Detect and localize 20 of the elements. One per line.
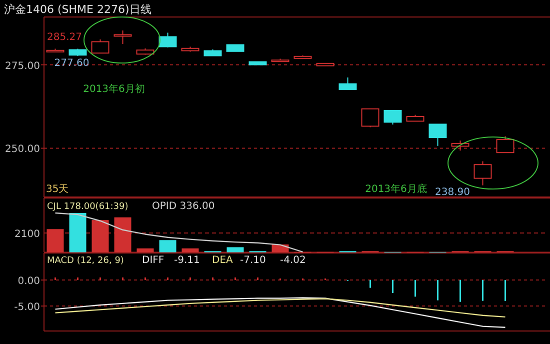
annotation: -4.02: [280, 255, 306, 266]
chart-title: MACD (12, 26, 9): [47, 256, 124, 266]
chart-title: 沪金1406 (SHME 2276)日线: [4, 3, 152, 16]
chart-subtitle: OPID 336.00: [152, 201, 215, 212]
annotation: 277.60: [54, 58, 90, 70]
text: DEA: [212, 255, 234, 266]
y-tick-label: 0.00: [18, 276, 40, 288]
text: 2100: [14, 229, 40, 240]
text: DIFF: [142, 255, 164, 266]
chart-title: CJL 178.00(61:39): [47, 202, 128, 212]
y-tick-label: -5.00: [14, 302, 40, 314]
annotation: 285.27: [47, 32, 82, 43]
annotation: 2013年6月底: [365, 183, 427, 195]
annotation: -7.10: [240, 255, 266, 266]
annotation: 238.90: [435, 187, 470, 198]
annotation: 2013年6月初: [83, 83, 145, 95]
annotation: 35天: [46, 184, 69, 195]
annotation: -9.11: [174, 255, 200, 266]
y-tick-label: 250.00: [5, 144, 40, 156]
y-tick-label: 275.00: [5, 60, 40, 72]
